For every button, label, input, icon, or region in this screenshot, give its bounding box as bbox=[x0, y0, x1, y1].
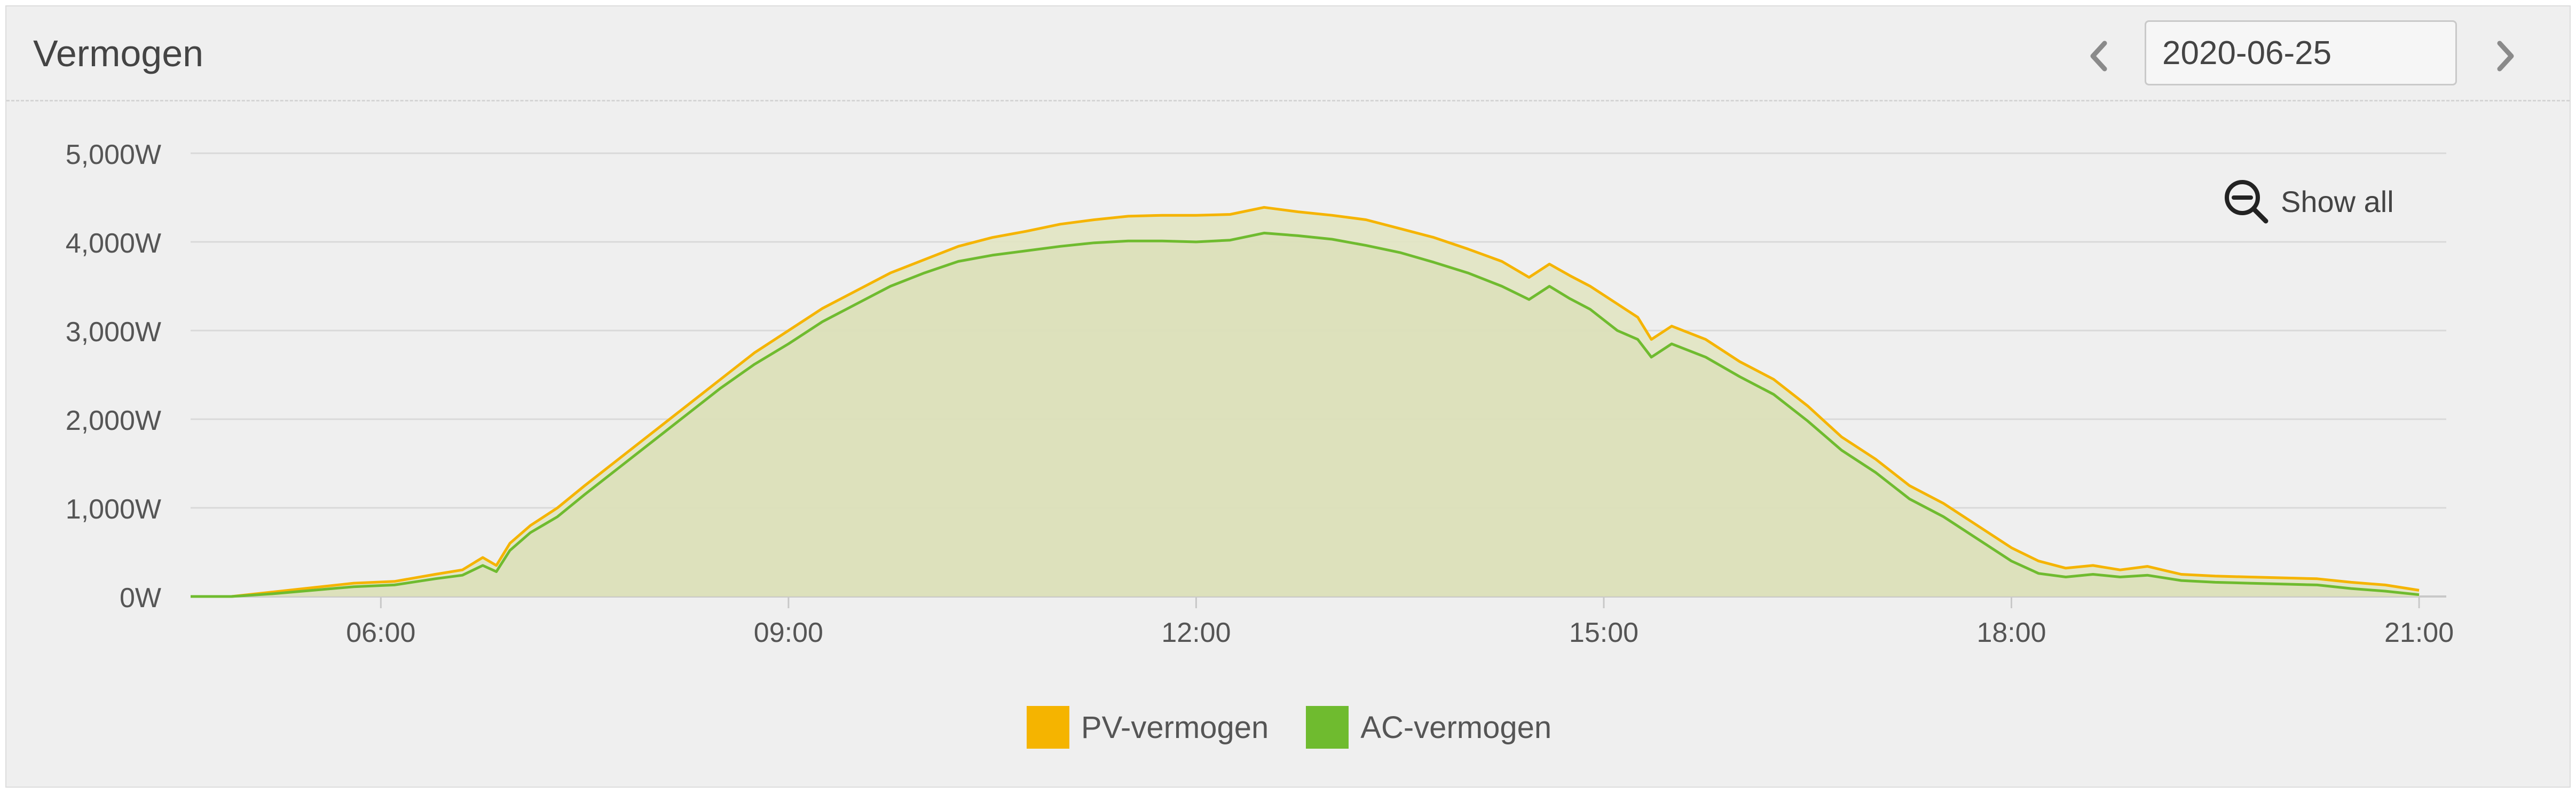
chevron-right-icon bbox=[2497, 41, 2514, 71]
legend-swatch-pv bbox=[1026, 706, 1069, 749]
y-axis-ticks: 0W 1,000W 2,000W 3,000W 4,000W 5,000W bbox=[66, 139, 161, 614]
power-area-chart: 0W 1,000W 2,000W 3,000W 4,000W 5,000W 06:00 09… bbox=[66, 139, 2454, 648]
ac-series-line bbox=[191, 231, 2420, 598]
chart-series bbox=[191, 206, 2420, 598]
y-tick-label: 0W bbox=[120, 583, 161, 614]
x-tick-label: 18:00 bbox=[1976, 617, 2046, 648]
pv-series-line bbox=[191, 206, 2420, 598]
chart-header: Vermogen bbox=[6, 6, 2570, 101]
zoom-out-icon bbox=[2225, 180, 2268, 224]
power-chart-panel: Vermogen 0W 1,000W 2,000W 3,000W 4,000W 5,000… bbox=[5, 5, 2571, 788]
y-tick-label: 5,000W bbox=[66, 139, 161, 170]
legend-label-ac: AC-vermogen bbox=[1360, 710, 1552, 745]
legend-item-pv[interactable]: PV-vermogen bbox=[1026, 706, 1269, 749]
legend-label-pv: PV-vermogen bbox=[1081, 710, 1269, 745]
next-day-button[interactable] bbox=[2484, 30, 2526, 81]
y-tick-label: 3,000W bbox=[66, 317, 161, 348]
legend-item-ac[interactable]: AC-vermogen bbox=[1306, 706, 1551, 749]
x-tick-label: 12:00 bbox=[1161, 617, 1231, 648]
x-tick-label: 09:00 bbox=[754, 617, 823, 648]
ac-area-fill bbox=[191, 233, 2420, 596]
legend-swatch-ac bbox=[1306, 706, 1349, 749]
y-tick-label: 2,000W bbox=[66, 405, 161, 436]
x-axis-ticks: 06:00 09:00 12:00 15:00 18:00 21:00 bbox=[346, 596, 2454, 648]
chart-legend: PV-vermogen AC-vermogen bbox=[6, 706, 2572, 749]
y-tick-label: 4,000W bbox=[66, 228, 161, 259]
y-tick-label: 1,000W bbox=[66, 494, 161, 525]
show-all-label: Show all bbox=[2281, 184, 2394, 218]
show-all-button[interactable]: Show all bbox=[2222, 172, 2394, 231]
chevron-left-icon bbox=[2090, 41, 2107, 71]
x-tick-label: 21:00 bbox=[2384, 617, 2454, 648]
previous-day-button[interactable] bbox=[2078, 30, 2121, 81]
x-tick-label: 06:00 bbox=[346, 617, 415, 648]
x-tick-label: 15:00 bbox=[1569, 617, 1638, 648]
chart-title: Vermogen bbox=[33, 33, 204, 74]
date-input[interactable] bbox=[2145, 20, 2457, 85]
